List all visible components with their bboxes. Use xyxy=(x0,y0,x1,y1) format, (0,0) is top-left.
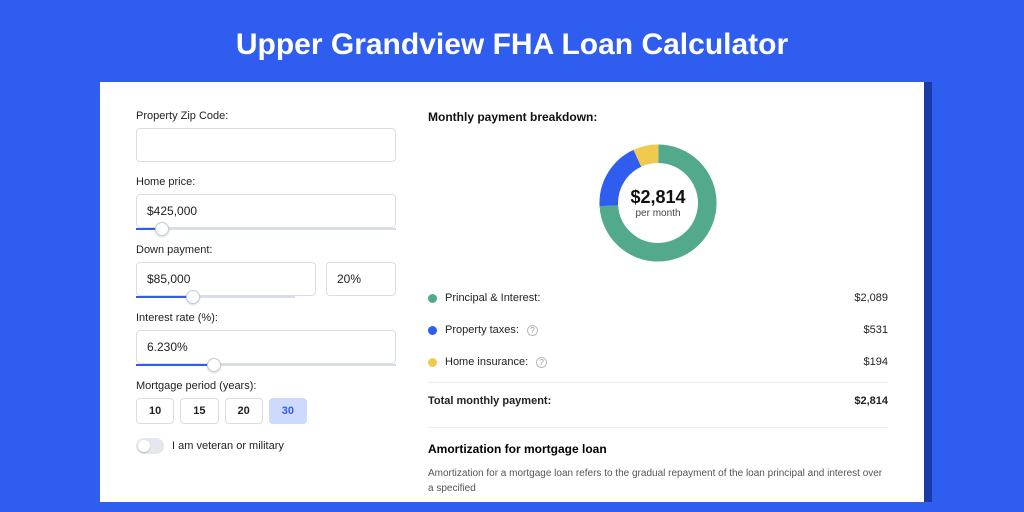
interest-rate-slider[interactable] xyxy=(136,364,396,366)
amortization-section: Amortization for mortgage loan Amortizat… xyxy=(428,427,888,496)
veteran-toggle-label: I am veteran or military xyxy=(172,440,284,452)
down-payment-pct-input[interactable] xyxy=(326,262,396,296)
amortization-heading: Amortization for mortgage loan xyxy=(428,442,888,456)
veteran-toggle[interactable] xyxy=(136,438,164,454)
calculator-card: Property Zip Code: Home price: Down paym… xyxy=(100,82,924,502)
page-title: Upper Grandview FHA Loan Calculator xyxy=(0,0,1024,82)
donut-center: $2,814 per month xyxy=(593,138,723,268)
total-label: Total monthly payment: xyxy=(428,395,551,407)
legend-label: Principal & Interest: xyxy=(445,292,540,304)
down-payment-slider[interactable] xyxy=(136,296,295,298)
veteran-toggle-row: I am veteran or military xyxy=(136,438,396,454)
legend-value: $531 xyxy=(864,324,888,336)
interest-rate-group: Interest rate (%): xyxy=(136,312,396,366)
interest-rate-input[interactable] xyxy=(136,330,396,364)
mortgage-period-group: Mortgage period (years): 10 15 20 30 xyxy=(136,380,396,424)
legend-principal: Principal & Interest: $2,089 xyxy=(428,282,888,314)
period-option-20[interactable]: 20 xyxy=(225,398,263,424)
total-value: $2,814 xyxy=(854,395,888,407)
donut-chart-wrap: $2,814 per month xyxy=(428,138,888,268)
legend-value: $194 xyxy=(864,356,888,368)
legend-total: Total monthly payment: $2,814 xyxy=(428,382,888,417)
zip-field-group: Property Zip Code: xyxy=(136,110,396,162)
legend-label: Property taxes: xyxy=(445,324,519,336)
zip-input[interactable] xyxy=(136,128,396,162)
down-payment-label: Down payment: xyxy=(136,244,396,256)
legend-taxes: Property taxes: ? $531 xyxy=(428,314,888,346)
mortgage-period-label: Mortgage period (years): xyxy=(136,380,396,392)
period-option-30[interactable]: 30 xyxy=(269,398,307,424)
form-panel: Property Zip Code: Home price: Down paym… xyxy=(136,110,396,502)
legend-value: $2,089 xyxy=(854,292,888,304)
donut-sub: per month xyxy=(635,208,680,219)
period-option-10[interactable]: 10 xyxy=(136,398,174,424)
breakdown-panel: Monthly payment breakdown: $2,814 per mo… xyxy=(428,110,888,502)
home-price-input[interactable] xyxy=(136,194,396,228)
info-icon[interactable]: ? xyxy=(536,357,547,368)
down-payment-group: Down payment: xyxy=(136,244,396,298)
home-price-group: Home price: xyxy=(136,176,396,230)
home-price-slider[interactable] xyxy=(136,228,396,230)
donut-amount: $2,814 xyxy=(630,187,685,208)
legend-label: Home insurance: xyxy=(445,356,528,368)
breakdown-heading: Monthly payment breakdown: xyxy=(428,110,888,124)
dot-icon xyxy=(428,294,437,303)
home-price-label: Home price: xyxy=(136,176,396,188)
zip-label: Property Zip Code: xyxy=(136,110,396,122)
legend-insurance: Home insurance: ? $194 xyxy=(428,346,888,378)
interest-rate-label: Interest rate (%): xyxy=(136,312,396,324)
down-payment-slider-thumb[interactable] xyxy=(186,290,200,304)
donut-chart: $2,814 per month xyxy=(593,138,723,268)
down-payment-input[interactable] xyxy=(136,262,316,296)
amortization-text: Amortization for a mortgage loan refers … xyxy=(428,466,888,496)
home-price-slider-thumb[interactable] xyxy=(155,222,169,236)
dot-icon xyxy=(428,358,437,367)
interest-rate-slider-thumb[interactable] xyxy=(207,358,221,372)
period-option-15[interactable]: 15 xyxy=(180,398,218,424)
info-icon[interactable]: ? xyxy=(527,325,538,336)
dot-icon xyxy=(428,326,437,335)
